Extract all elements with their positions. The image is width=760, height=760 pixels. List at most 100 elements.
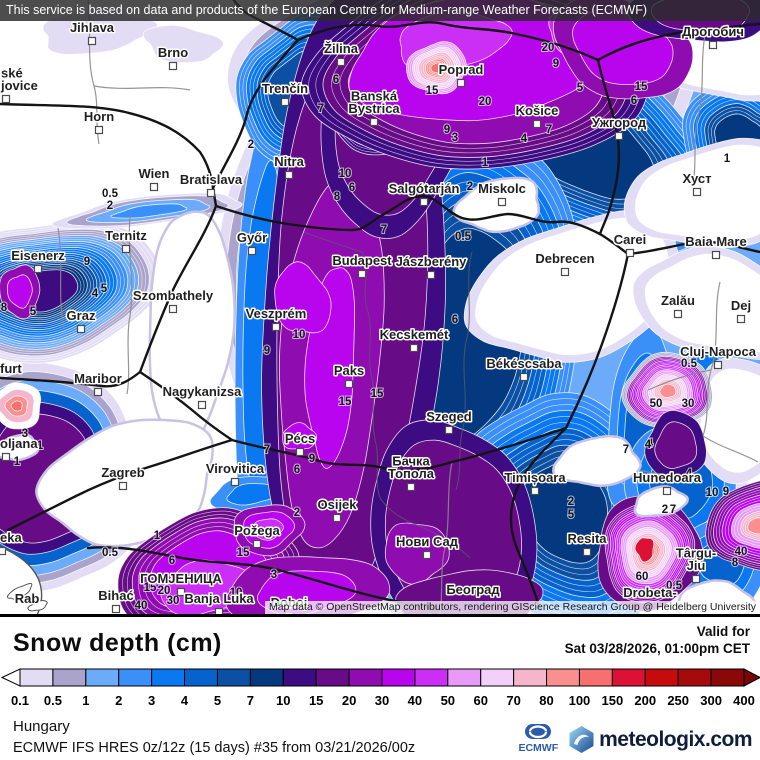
contour-label: 6 [452, 314, 458, 326]
city-marker [0, 546, 7, 556]
contour-label: 5 [577, 82, 584, 94]
contour-label: 15 [635, 81, 648, 93]
contour-label: 4 [521, 133, 528, 145]
contour-label: 10 [230, 587, 243, 599]
scale-cell [414, 668, 449, 687]
city-label: Žilina [324, 41, 359, 56]
contour-label: 0.5 [681, 358, 698, 370]
scale-tick-label: 400 [733, 693, 755, 708]
city-marker [295, 447, 305, 457]
map-attribution[interactable]: Map data © OpenStreetMap contributors, r… [264, 601, 760, 614]
city-label: Ужгород [592, 115, 647, 130]
contour-label: 0.5 [102, 547, 119, 559]
contour-label: 40 [135, 600, 148, 612]
city-label: ГОМЈЕНИЦА [140, 571, 222, 586]
city-label: Szeged [426, 409, 472, 424]
city-marker [284, 170, 294, 180]
contour-label: 15 [426, 85, 439, 97]
contour-label: 9 [723, 486, 729, 498]
scale-tick-label: 70 [506, 693, 520, 708]
city-marker [247, 246, 257, 256]
valid-for-label: Valid for [696, 624, 750, 639]
city-label: Banja Luka [184, 591, 254, 606]
scale-tick-label: 80 [539, 693, 553, 708]
city-marker [456, 78, 466, 88]
scale-tick-label: 300 [700, 693, 722, 708]
city-marker [87, 36, 97, 46]
contour-label: 0.5 [102, 188, 119, 200]
scale-tick-label: 0.5 [44, 693, 62, 708]
city-label: Budapest [332, 253, 392, 268]
contour-label: 7 [670, 504, 676, 516]
contour-label: 5 [101, 283, 108, 295]
scale-tick-label: 60 [473, 693, 487, 708]
city-marker [197, 400, 207, 410]
contour-label: 20 [542, 42, 555, 54]
city-marker [625, 248, 635, 258]
scale-cell [480, 668, 515, 687]
valid-timestamp: Sat 03/28/2026, 01:00pm CET [564, 641, 750, 656]
contour-label: 4 [92, 288, 99, 300]
city-label: Resita [567, 531, 607, 546]
map-frame [0, 614, 760, 617]
city-label: Cluj-Napoca [680, 344, 757, 359]
contour-label: 7 [623, 444, 629, 456]
contour-label: 40 [735, 546, 748, 558]
city-label: Wien [139, 166, 170, 181]
city-marker [93, 387, 103, 397]
scale-tick-label: 250 [667, 693, 689, 708]
scale-cell [216, 668, 251, 687]
city-label: Virovitica [206, 461, 265, 476]
city-marker [708, 40, 718, 50]
contour-label: 15 [371, 388, 384, 400]
city-marker [519, 372, 529, 382]
city-marker [336, 57, 346, 67]
contour-label: 20 [479, 96, 492, 108]
contour-label: 9 [553, 58, 559, 70]
city-marker [497, 197, 507, 207]
city-marker [419, 197, 429, 207]
scale-tick-label: 2 [115, 693, 122, 708]
city-marker [176, 587, 186, 597]
meteologix-logo[interactable]: meteologix.com [568, 725, 752, 754]
contour-label: 10 [706, 487, 719, 499]
contour-label: 5 [30, 306, 37, 318]
scale-tick-label: 150 [602, 693, 624, 708]
city-label: Kecskemét [380, 327, 449, 342]
contour-label: 2 [248, 139, 254, 151]
scale-cell [381, 668, 416, 687]
scale-cell [315, 668, 350, 687]
city-label: Poprad [439, 62, 484, 77]
contour-label: 6 [169, 555, 175, 567]
scale-cell [85, 668, 120, 687]
contour-label: 2 [568, 496, 574, 508]
city-label: ské [1, 66, 23, 81]
city-label: Београд [446, 582, 500, 597]
contour-label: 2 [467, 181, 473, 193]
city-label: Graz [67, 308, 96, 323]
scale-tick-label: 7 [247, 693, 254, 708]
weather-map[interactable]: 2 0.5 2 6 7 10 6 8 7 20 9 5 15 6 15 20 9 3 4 7 1 2 0.5 1 9 4 5 8 5 10… [0, 0, 760, 617]
city-marker [252, 539, 262, 549]
ecmwf-logo[interactable]: ECMWF [518, 723, 558, 754]
scale-tick-label: 3 [148, 693, 155, 708]
contour-label: 3 [452, 132, 458, 144]
city-label: Bystrica [348, 101, 400, 116]
scale-cell [151, 668, 186, 687]
city-label: Paks [334, 363, 364, 378]
city-marker [111, 604, 121, 614]
city-label: Maribor [74, 371, 122, 386]
contour-label: 7 [546, 124, 552, 136]
regional-borders [57, 0, 759, 615]
scale-cell [513, 668, 548, 687]
rivers [303, 231, 473, 559]
contour-label: 2 [294, 507, 300, 519]
city-label: Zagreb [101, 465, 144, 480]
scale-cell [644, 668, 679, 687]
city-marker [206, 188, 216, 198]
city-marker [692, 187, 702, 197]
legend-panel: Snow depth (cm) Valid for Sat 03/28/2026… [0, 617, 760, 760]
